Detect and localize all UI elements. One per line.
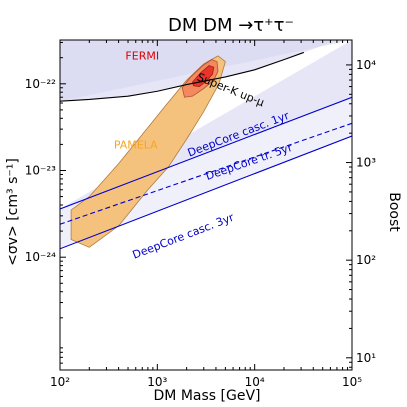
x-tick-label: 10³ (147, 375, 167, 389)
y2-tick-label: 10¹ (356, 351, 376, 365)
plot-area (60, 40, 352, 250)
y-tick-label: 10⁻²³ (25, 163, 56, 177)
deepcore-3yr-region (60, 97, 352, 249)
series-deepcore-casc-1yr (60, 96, 352, 210)
x-tick-label: 10² (50, 375, 70, 389)
x-tick-label: 10⁵ (342, 375, 362, 389)
series-deepcore-casc-3yr (60, 135, 352, 250)
y2-tick-label: 10³ (356, 156, 376, 170)
annotation-pamela: PAMELA (114, 138, 158, 151)
region-fermi-1 (192, 65, 215, 87)
region-pamela (70, 55, 226, 248)
chart-title: DM DM →τ⁺τ⁻ (168, 15, 294, 36)
x-axis-label: DM Mass [GeV] (154, 388, 261, 404)
y2-tick-label: 10² (356, 253, 376, 267)
x-tick-label: 10⁴ (245, 375, 265, 389)
y-axis-label: <σv> [cm³ s⁻¹] (5, 158, 21, 266)
y-tick-label: 10⁻²² (25, 77, 56, 91)
series-super-k-up (60, 51, 305, 102)
annotation-fermi: FERMI (125, 50, 159, 63)
y2-tick-label: 10⁴ (356, 58, 376, 72)
y-tick-label: 10⁻²⁴ (25, 250, 56, 264)
series-deepcore-tr-5yr (60, 122, 352, 225)
y2-axis-label: Boost (386, 192, 402, 232)
